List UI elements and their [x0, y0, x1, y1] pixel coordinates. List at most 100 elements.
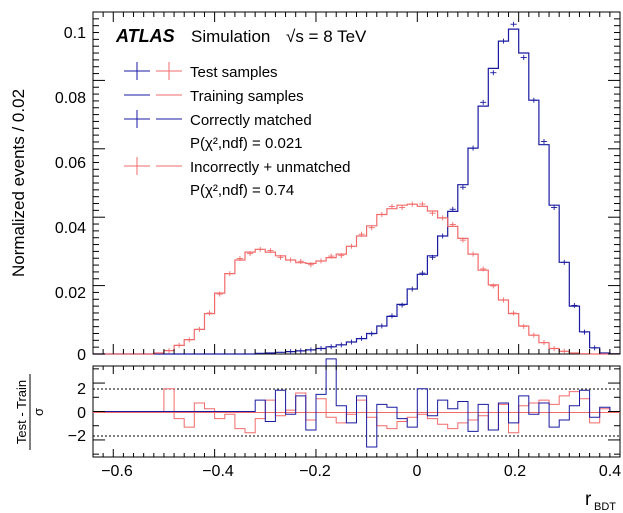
test-sample-marker — [226, 271, 233, 277]
test-sample-marker — [399, 302, 406, 308]
test-sample-marker — [287, 257, 294, 263]
test-sample-marker — [490, 70, 497, 76]
legend-marker-test-red — [156, 62, 182, 80]
test-sample-marker — [439, 233, 446, 239]
test-sample-marker — [571, 302, 578, 308]
test-sample-marker — [297, 258, 304, 264]
ytick-label: 0.1 — [64, 25, 86, 42]
ytick-label: 0.04 — [55, 220, 86, 237]
test-sample-marker — [328, 344, 335, 350]
test-sample-marker — [247, 251, 254, 257]
test-sample-marker — [317, 258, 325, 264]
test-sample-marker — [399, 204, 406, 210]
test-sample-marker — [176, 342, 183, 348]
test-sample-marker — [591, 345, 598, 351]
test-sample-marker — [307, 262, 314, 268]
test-sample-marker — [490, 283, 497, 289]
test-sample-marker — [439, 215, 446, 221]
ytick-label: 0 — [77, 347, 86, 364]
legend-p-incorrect: P(χ²,ndf) = 0.74 — [190, 182, 294, 199]
legend-marker-correct — [124, 110, 182, 128]
test-sample-marker — [530, 332, 537, 338]
test-sample-marker — [338, 253, 345, 259]
test-sample-marker — [520, 55, 527, 61]
test-sample-marker — [267, 248, 274, 254]
legend: Test samples Training samples Correctly … — [124, 62, 351, 199]
ratio-ytick-label: 2 — [77, 381, 86, 398]
legend-label-incorrect: Incorrectly + unmatched — [190, 159, 351, 176]
test-sample-marker — [348, 339, 355, 345]
xtick-label: 0.4 — [599, 463, 621, 480]
test-sample-marker — [510, 21, 517, 27]
test-sample-marker — [378, 211, 385, 217]
xtick-label: 0 — [413, 463, 422, 480]
xtick-label: −0.4 — [202, 463, 234, 480]
test-sample-marker — [206, 310, 213, 316]
test-sample-marker — [338, 342, 345, 348]
test-sample-marker — [287, 349, 294, 355]
xtick-label: 0.2 — [504, 463, 526, 480]
ratio-y-axis-label: Test - Train σ — [14, 374, 46, 450]
test-sample-marker — [277, 254, 284, 260]
ratio-histograms — [93, 358, 620, 448]
ratio-ytick-label: −2 — [68, 428, 86, 445]
test-sample-marker — [540, 340, 548, 346]
x-axis-label: r — [585, 489, 592, 510]
main-axes — [92, 11, 621, 355]
test-sample-marker — [216, 291, 223, 297]
test-sample-marker — [419, 201, 426, 207]
ratio-ylabel-denominator: σ — [31, 408, 46, 416]
test-sample-marker — [358, 231, 365, 237]
test-sample-marker — [328, 253, 335, 259]
y-axis-label: Normalized events / 0.02 — [9, 89, 28, 277]
legend-marker-test-blue — [124, 62, 150, 80]
test-sample-marker — [388, 203, 396, 209]
test-sample-marker — [480, 99, 487, 105]
histogram-line-incorrectly-unmatched — [93, 203, 620, 355]
test-sample-marker — [520, 323, 527, 329]
test-sample-marker — [409, 201, 416, 207]
test-sample-marker — [449, 222, 456, 228]
legend-marker-incorrect — [124, 157, 182, 175]
test-sample-marker — [500, 297, 507, 303]
test-sample-marker — [165, 348, 173, 354]
test-sample-marker — [419, 270, 426, 276]
test-sample-marker — [297, 348, 304, 354]
test-sample-marker — [236, 256, 244, 262]
ratio-line-correctly-matched — [93, 358, 620, 448]
ratio-axes — [92, 366, 621, 457]
test-sample-marker — [500, 38, 507, 44]
xtick-label: −0.2 — [299, 463, 331, 480]
test-sample-marker — [510, 310, 517, 316]
test-sample-marker — [561, 348, 568, 354]
test-sample-marker — [551, 204, 558, 210]
test-sample-marker — [561, 259, 568, 265]
energy-label: √s = 8 TeV — [286, 27, 367, 46]
test-sample-marker — [307, 347, 314, 353]
ratio-line-incorrectly-unmatched — [93, 388, 620, 434]
test-sample-marker — [257, 246, 264, 252]
histogram-line-correctly-matched — [93, 28, 620, 355]
test-sample-marker — [348, 243, 355, 249]
main-histograms — [93, 21, 620, 355]
test-sample-marker — [540, 139, 548, 145]
ytick-label: 0.06 — [55, 155, 86, 172]
ratio-ylabel-numerator: Test - Train — [14, 380, 29, 444]
test-sample-marker — [449, 206, 456, 212]
test-sample-marker — [581, 329, 588, 335]
ytick-label: 0.02 — [55, 285, 86, 302]
test-sample-marker — [480, 266, 487, 272]
test-sample-marker — [368, 225, 375, 231]
legend-label-test: Test samples — [190, 64, 278, 81]
test-sample-marker — [429, 254, 436, 260]
test-sample-marker — [459, 184, 466, 190]
test-sample-marker — [368, 331, 375, 337]
test-sample-marker — [378, 323, 385, 329]
ratio-ytick-label: 0 — [77, 405, 86, 422]
test-sample-marker — [551, 346, 558, 352]
atlas-label: ATLAS — [115, 26, 175, 46]
test-sample-marker — [196, 326, 203, 332]
main-plot-frame — [92, 11, 621, 355]
test-sample-marker — [358, 335, 365, 341]
legend-label-correct: Correctly matched — [190, 112, 312, 129]
